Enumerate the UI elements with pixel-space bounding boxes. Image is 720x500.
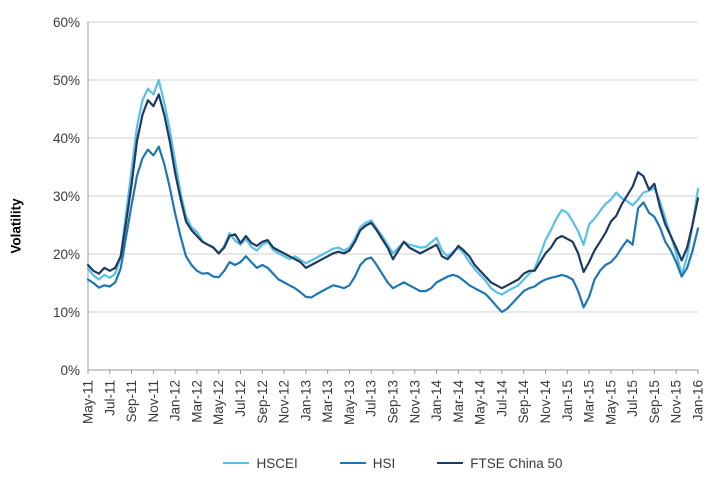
y-tick-label-50: 50% [53, 73, 80, 88]
legend-swatch-hscei [223, 462, 250, 464]
y-axis-title: Volatility [8, 198, 24, 254]
x-tick-label-jan-12: Jan-12 [168, 380, 183, 421]
x-tick-label-jan-14: Jan-14 [429, 380, 444, 422]
legend: HSCEI HSI FTSE China 50 [88, 452, 698, 474]
y-tick-label-0: 0% [60, 363, 80, 378]
series-line-hscei [86, 78, 700, 296]
x-tick-label-mar-13: Mar-13 [320, 380, 335, 423]
series-line-hsi [86, 145, 700, 314]
x-tick-label-sep-14: Sep-14 [516, 380, 531, 424]
x-tick-label-jul-13: Jul-13 [364, 380, 379, 417]
x-tick-label-jul-12: Jul-12 [233, 380, 248, 417]
legend-label-hscei: HSCEI [256, 455, 298, 471]
x-tick-label-jul-14: Jul-14 [494, 380, 509, 417]
x-tick-label-jan-13: Jan-13 [298, 380, 313, 421]
series-line-ftse-china-50 [86, 93, 700, 290]
y-tick-label-40: 40% [53, 131, 80, 146]
x-tick-label-may-11: May-11 [81, 380, 96, 424]
legend-swatch-ftse-china-50 [437, 462, 464, 464]
legend-label-ftse-china-50: FTSE China 50 [470, 455, 563, 471]
legend-item-ftse-china-50: FTSE China 50 [437, 455, 563, 471]
x-tick-label-jul-11: Jul-11 [102, 380, 117, 416]
x-tick-label-sep-11: Sep-11 [124, 380, 139, 423]
x-tick-label-nov-13: Nov-13 [407, 380, 422, 424]
x-tick-label-jul-15: Jul-15 [625, 380, 640, 417]
x-tick-label-mar-12: Mar-12 [189, 380, 204, 423]
gridlines [88, 21, 698, 313]
x-tick-label-may-15: May-15 [603, 380, 618, 425]
y-tick-labels: 0% 10% 20% 30% 40% 50% 60% [53, 15, 80, 378]
x-tick-label-mar-15: Mar-15 [582, 380, 597, 423]
legend-item-hscei: HSCEI [223, 455, 298, 471]
x-tick-label-jan-16: Jan-16 [691, 380, 706, 421]
series-lines [86, 78, 700, 314]
legend-label-hsi: HSI [372, 455, 396, 471]
x-tick-label-sep-15: Sep-15 [647, 380, 662, 424]
x-tick-label-sep-12: Sep-12 [255, 380, 270, 424]
y-tick-label-20: 20% [53, 247, 80, 262]
x-tick-label-may-12: May-12 [211, 380, 226, 425]
x-tick-label-nov-14: Nov-14 [538, 380, 553, 424]
legend-swatch-hsi [339, 462, 366, 464]
x-tick-label-may-14: May-14 [473, 380, 488, 426]
x-tick-labels: May-11 Jul-11 Sep-11 Nov-11 Jan-12 Mar-12 May-… [81, 370, 706, 425]
x-tick-label-nov-11: Nov-11 [146, 380, 161, 423]
x-tick-label-nov-12: Nov-12 [277, 380, 292, 424]
x-tick-label-may-13: May-13 [342, 380, 357, 425]
x-tick-label-sep-13: Sep-13 [386, 380, 401, 424]
x-tick-label-jan-15: Jan-15 [560, 380, 575, 421]
y-tick-label-60: 60% [53, 15, 80, 30]
y-tick-label-30: 30% [53, 189, 80, 204]
x-tick-label-nov-15: Nov-15 [669, 380, 684, 424]
x-tick-label-mar-14: Mar-14 [451, 380, 466, 423]
y-tick-label-10: 10% [53, 305, 80, 320]
legend-item-hsi: HSI [339, 455, 396, 471]
